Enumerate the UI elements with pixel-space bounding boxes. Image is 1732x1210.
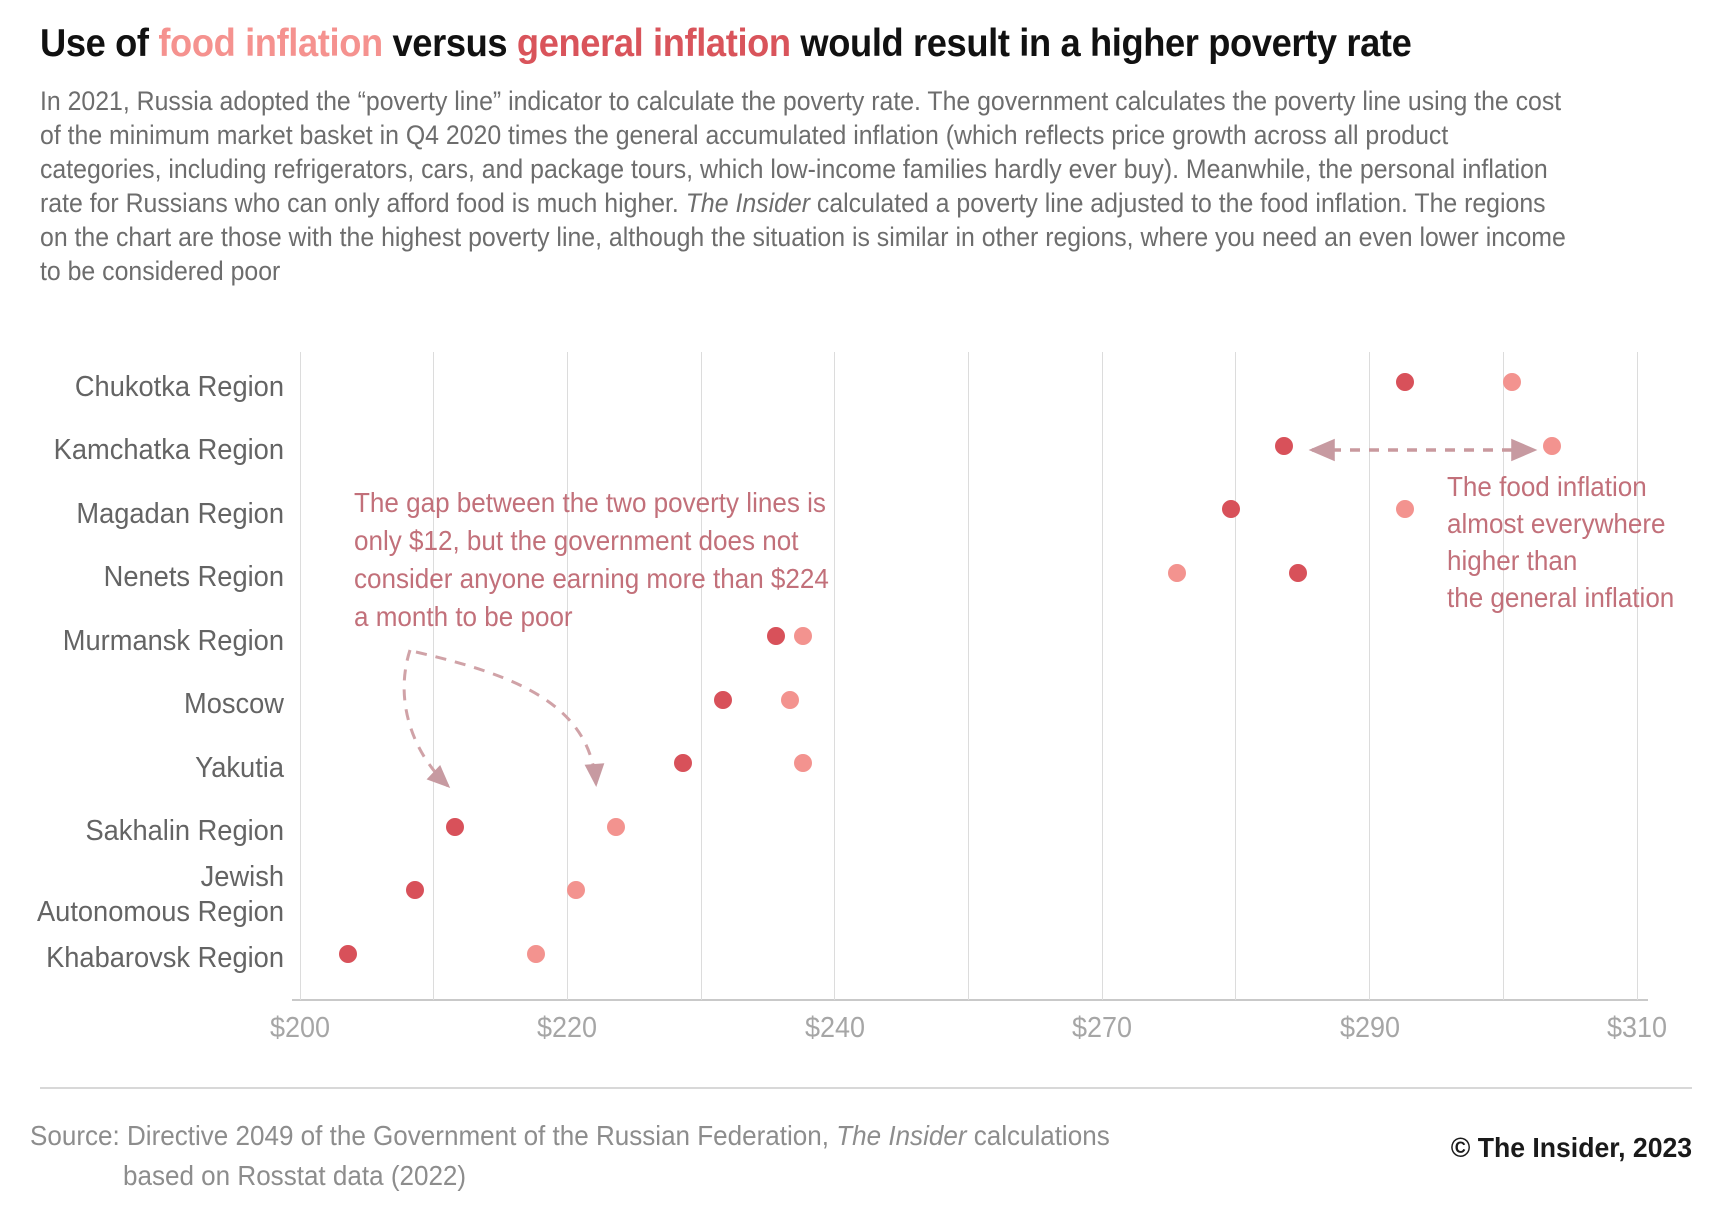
food-inflation-dot <box>794 627 813 645</box>
title-text: versus <box>382 22 517 65</box>
x-axis-tick-label: $200 <box>269 1012 330 1044</box>
gridline <box>1369 352 1371 1000</box>
y-axis-region-label: Chukotka Region <box>74 370 284 403</box>
food-inflation-dot <box>606 817 625 836</box>
food-inflation-dot <box>1542 436 1561 455</box>
y-axis-region-label: Yakutia <box>195 751 284 784</box>
general-inflation-dot <box>446 817 465 836</box>
footer-divider <box>40 1087 1692 1089</box>
y-axis-region-label: Moscow <box>184 688 284 720</box>
annotation-line: only $12, but the government does not <box>354 525 799 556</box>
annotation-line: a month to be poor <box>354 601 573 632</box>
title-general-inflation-highlight: general inflation <box>516 22 791 65</box>
gridline <box>566 352 568 1000</box>
general-inflation-dot <box>673 754 692 772</box>
gridline <box>834 352 836 1000</box>
x-axis-tick-label: $310 <box>1606 1012 1667 1044</box>
food-inflation-dot <box>794 754 813 772</box>
annotation-line: The food inflation <box>1447 471 1647 502</box>
general-inflation-dot <box>406 881 425 899</box>
food-inflation-dot <box>1395 500 1414 518</box>
x-axis-tick-label: $240 <box>804 1012 865 1044</box>
general-inflation-dot <box>1288 563 1307 582</box>
gridline <box>1101 352 1103 1000</box>
the-insider-italic: The Insider <box>685 188 811 218</box>
gridline <box>433 352 435 1000</box>
page-title: Use of food inflation versus general inf… <box>40 22 1732 66</box>
x-axis-tick-label: $290 <box>1339 1012 1400 1044</box>
x-axis-tick-label: $270 <box>1072 1012 1133 1044</box>
y-axis-region-label: Nenets Region <box>103 561 284 593</box>
annotation-line: consider anyone earning more than $224 <box>354 563 829 594</box>
the-insider-italic: The Insider <box>836 1120 967 1151</box>
annotation-line: higher than <box>1447 545 1578 576</box>
y-axis-region-label: Magadan Region <box>76 497 284 530</box>
x-axis-tick-label: $220 <box>537 1012 598 1044</box>
annotation-line: almost everywhere <box>1447 508 1666 539</box>
x-axis-line <box>292 999 1648 1001</box>
y-axis-region-label: Kamchatka Region <box>53 434 284 466</box>
subtitle-line: on the chart are those with the highest … <box>40 222 1566 252</box>
title-text: would result in a higher poverty rate <box>790 22 1412 65</box>
y-axis-region-label: Jewish Autonomous Region <box>36 861 284 928</box>
general-inflation-dot <box>1395 373 1414 391</box>
food-inflation-dot <box>566 881 585 899</box>
subtitle-line: to be considered poor <box>40 256 281 286</box>
food-inflation-dot <box>1502 373 1521 391</box>
subtitle: In 2021, Russia adopted the “poverty lin… <box>40 84 1732 288</box>
arrow-to-general-dot <box>402 649 451 789</box>
subtitle-line: In 2021, Russia adopted the “poverty lin… <box>40 86 1562 116</box>
general-inflation-dot <box>713 690 732 709</box>
food-inflation-dot <box>526 944 545 963</box>
arrow-to-food-dot <box>415 650 605 787</box>
copyright: © The Insider, 2023 <box>1450 1132 1692 1163</box>
subtitle-line: of the minimum market basket in Q4 2020 … <box>40 120 1449 150</box>
food-inflation-dot <box>780 690 799 709</box>
y-axis-region-label: Khabarovsk Region <box>46 942 284 974</box>
general-inflation-dot <box>339 944 358 963</box>
subtitle-line: categories, including refrigerators, car… <box>40 154 1548 184</box>
food-inflation-annotation: The food inflation almost everywhere hig… <box>1447 468 1674 616</box>
food-inflation-dot <box>1168 563 1187 582</box>
general-inflation-dot <box>767 627 786 645</box>
gap-annotation: The gap between the two poverty lines is… <box>354 484 829 636</box>
gridline <box>968 352 969 1000</box>
source-note: Source: Directive 2049 of the Government… <box>30 1116 1110 1196</box>
annotation-line: the general inflation <box>1447 582 1675 613</box>
subtitle-line: rate for Russians who can only afford fo… <box>40 188 1546 218</box>
y-axis-region-label: Sakhalin Region <box>85 815 284 847</box>
title-text: Use of <box>40 22 159 65</box>
general-inflation-dot <box>1221 500 1240 518</box>
gridline <box>299 352 301 1000</box>
gridline <box>1636 352 1638 1000</box>
title-food-inflation-highlight: food inflation <box>158 22 383 65</box>
gridline <box>1502 352 1504 1000</box>
general-inflation-dot <box>1275 436 1294 455</box>
gridline <box>1235 352 1237 1000</box>
gridline <box>700 352 702 1000</box>
source-note-line2: based on Rosstat data (2022) <box>123 1160 467 1191</box>
y-axis-region-label: Murmansk Region <box>62 624 285 657</box>
annotation-line: The gap between the two poverty lines is <box>354 487 826 518</box>
